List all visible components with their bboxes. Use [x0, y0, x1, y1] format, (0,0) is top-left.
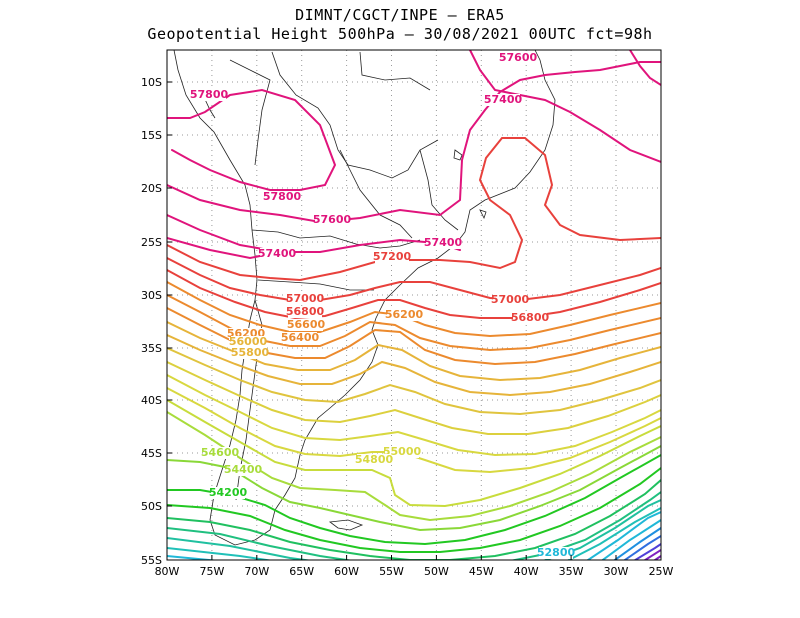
contour-57200-a [167, 137, 661, 282]
contour-label-bg [283, 332, 317, 344]
contour-label: 57600 [313, 213, 352, 226]
contour-label-bg [226, 464, 260, 476]
lon-tick-label: 65W [289, 565, 314, 578]
map-title-line2: Geopotential Height 500hPa – 30/08/2021 … [147, 25, 653, 43]
contour-label: 57400 [424, 236, 463, 249]
contour-label-bg [501, 52, 535, 64]
contour-label-bg [260, 248, 294, 260]
contour-label-bg [426, 237, 460, 249]
map-title-line1: DIMNT/CGCT/INPE – ERA5 [295, 6, 505, 24]
contour-label: 54200 [209, 486, 248, 499]
contour-label: 57200 [373, 250, 412, 263]
lat-tick-label: 40S [141, 394, 162, 407]
contour-label-bg [375, 251, 409, 263]
lon-tick-label: 55W [379, 565, 404, 578]
contour-52200 [633, 543, 661, 560]
lon-tick-label: 60W [334, 565, 359, 578]
contour-53200 [167, 507, 661, 560]
plot-frame [166, 49, 662, 561]
lat-tick-label: 25S [141, 236, 162, 249]
latitude-axis: 10S 15S 20S 25S 30S 35S 40S 45S 50S 55S [141, 76, 172, 567]
contour-57600-a [167, 61, 661, 224]
lat-tick-label: 50S [141, 500, 162, 513]
contour-53600 [167, 491, 661, 560]
lat-tick-label: 55S [141, 554, 162, 567]
contour-label-layer: 57600 57400 57800 57800 57600 57400 57400 57200… [190, 51, 576, 559]
lon-tick-label: 40W [514, 565, 539, 578]
contour-label-bg [486, 94, 520, 106]
lon-tick-label: 50W [424, 565, 449, 578]
contour-label: 57000 [491, 293, 530, 306]
contour-57600-nw [629, 50, 661, 86]
contour-54800 [167, 399, 661, 508]
lon-tick-label: 45W [469, 565, 494, 578]
lat-tick-label: 45S [141, 447, 162, 460]
lon-tick-label: 25W [649, 565, 674, 578]
lat-tick-label: 30S [141, 289, 162, 302]
contour-label: 57400 [484, 93, 523, 106]
contour-label-bg [288, 306, 322, 318]
contour-label: 56600 [287, 318, 326, 331]
contour-55600 [167, 347, 661, 416]
contour-label: 55800 [231, 346, 270, 359]
contour-label: 56000 [229, 335, 268, 348]
lat-tick-label: 35S [141, 342, 162, 355]
contour-label: 56800 [511, 311, 550, 324]
contour-55200 [167, 374, 661, 457]
contour-57400-b [167, 237, 266, 260]
longitude-axis: 80W 75W 70W 65W 60W 55W 50W 45W 40W 35W 30W 25W [155, 555, 674, 578]
lon-tick-label: 30W [604, 565, 629, 578]
contour-label: 54600 [201, 446, 240, 459]
lat-tick-label: 15S [141, 129, 162, 142]
contour-label-bg [357, 454, 391, 466]
contour-label-bg [387, 309, 421, 321]
lon-tick-label: 70W [244, 565, 269, 578]
contour-label: 52800 [537, 546, 576, 559]
contour-55800 [167, 334, 661, 397]
contour-label: 57000 [286, 292, 325, 305]
contour-52600 [613, 527, 661, 560]
contour-label-bg [233, 347, 267, 359]
contour-label-bg [493, 294, 527, 306]
contour-label-bg [192, 89, 226, 101]
contour-52000 [643, 549, 661, 560]
contour-label: 56400 [281, 331, 320, 344]
lat-tick-label: 20S [141, 182, 162, 195]
contour-label: 56800 [286, 305, 325, 318]
contour-label-bg [289, 319, 323, 331]
lon-tick-label: 35W [559, 565, 584, 578]
contour-label-bg [231, 336, 265, 348]
contour-57800-north [167, 88, 337, 191]
contour-label-bg [513, 312, 547, 324]
contour-53000 [167, 511, 661, 560]
lat-tick-label: 10S [141, 76, 162, 89]
contour-label-bg [211, 487, 245, 499]
contour-label: 55000 [383, 445, 422, 458]
contour-57000 [167, 257, 661, 302]
contour-label: 57600 [499, 51, 538, 64]
contour-55400 [167, 361, 661, 435]
contour-label: 57800 [190, 88, 229, 101]
lon-tick-label: 80W [155, 565, 180, 578]
contour-label-bg [315, 214, 349, 226]
contour-label-bg [288, 293, 322, 305]
contour-53800 [167, 479, 661, 560]
contour-label-bg [385, 446, 419, 458]
contour-52400 [623, 535, 661, 560]
lon-tick-label: 75W [199, 565, 224, 578]
contour-label: 54400 [224, 463, 263, 476]
contour-label: 54800 [355, 453, 394, 466]
contour-label: 57400 [258, 247, 297, 260]
contour-label: 57800 [263, 190, 302, 203]
contour-label: 56200 [385, 308, 424, 321]
contour-label-bg [539, 547, 573, 559]
contour-label-bg [203, 447, 237, 459]
contour-54000 [167, 467, 661, 553]
contour-52800 [601, 519, 661, 560]
contour-56800 [167, 269, 661, 320]
contour-label-bg [265, 191, 299, 203]
contour-51800 [653, 555, 661, 560]
contour-57400-ne [469, 50, 661, 163]
